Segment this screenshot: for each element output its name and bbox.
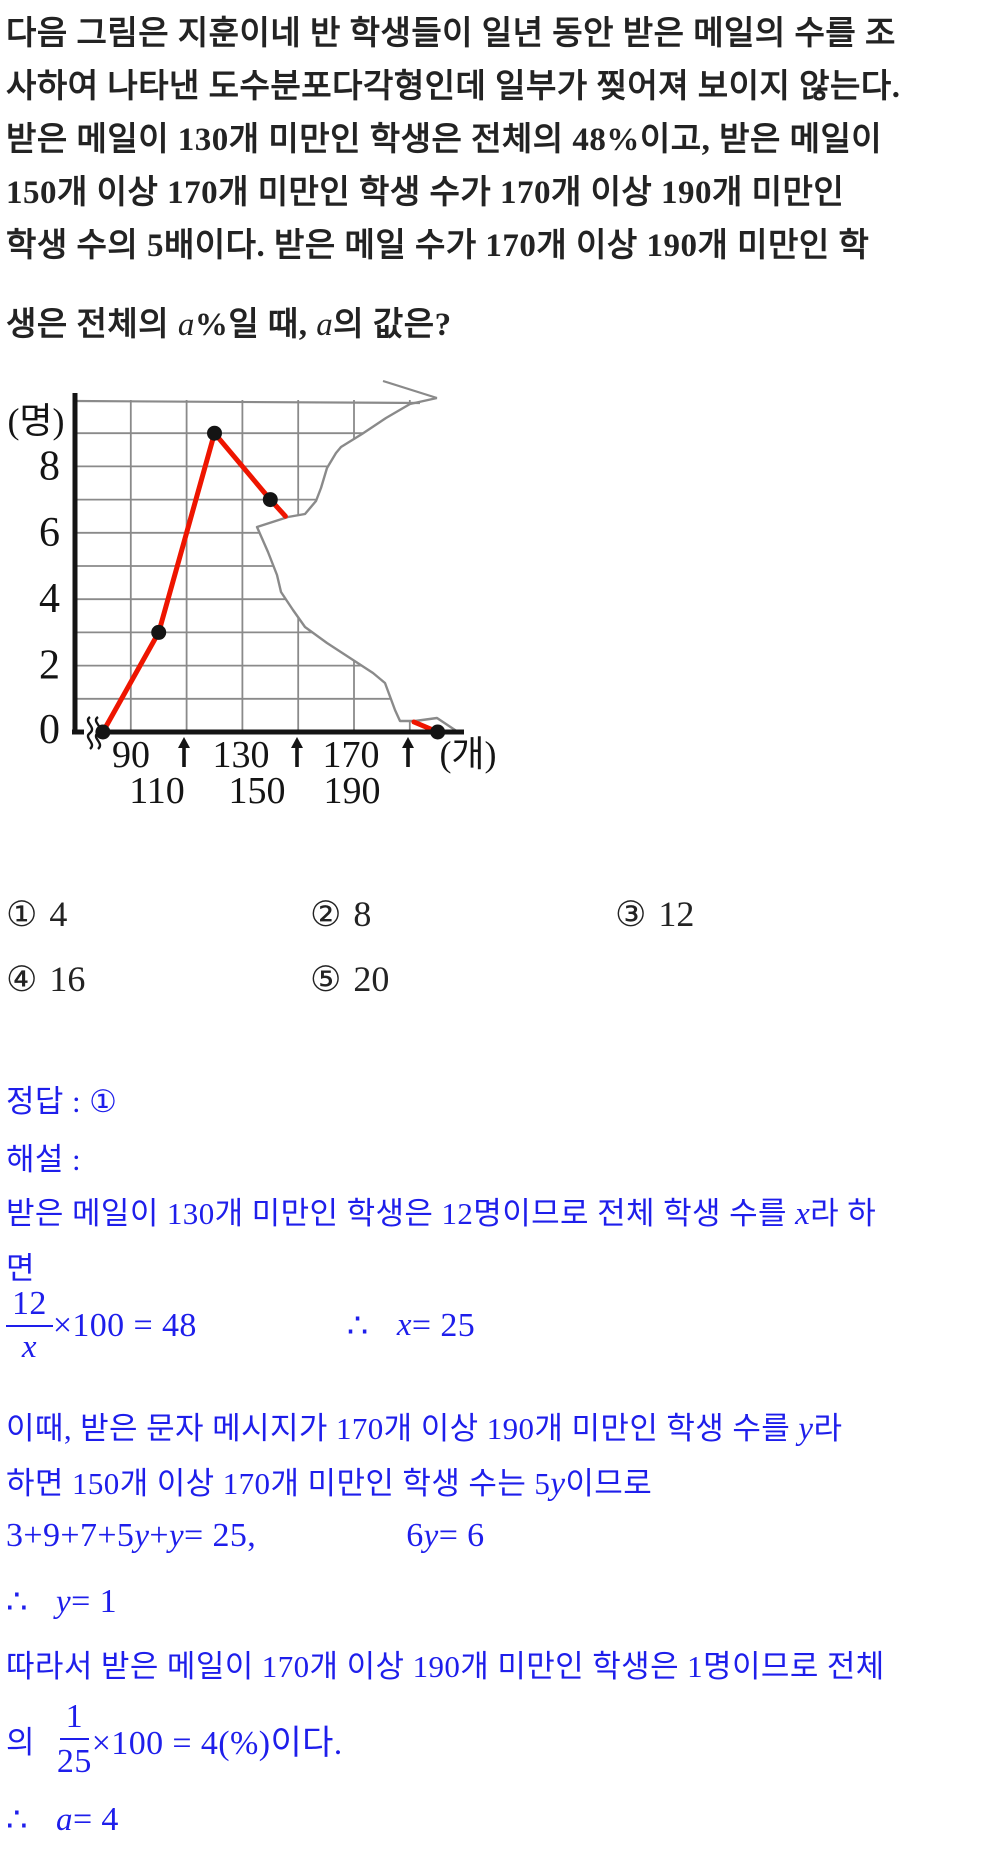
solution-text: 이므로 xyxy=(565,1466,653,1501)
problem-line-6-text: 생은 전체의 xyxy=(6,307,178,343)
chart-grid xyxy=(75,400,458,732)
variable-a: a xyxy=(316,307,334,343)
y-tick-0: 0 xyxy=(39,707,60,753)
x-tick-150: 150 xyxy=(229,770,286,812)
variable-y: y xyxy=(134,1517,150,1554)
choice-2-value: 8 xyxy=(353,894,372,934)
solution-text: 하면 150개 이상 170개 미만인 학생 수는 5 xyxy=(6,1466,551,1501)
problem-line-6: 생은 전체의 a%일 때, a의 값은? xyxy=(6,297,452,345)
fraction-denominator: x xyxy=(21,1329,37,1366)
choice-4-value: 16 xyxy=(49,959,86,999)
problem-line-6-text: %일 때, xyxy=(194,307,317,343)
y-tick-6: 6 xyxy=(39,510,60,556)
solution-text: 라 xyxy=(813,1411,843,1446)
variable-y: y xyxy=(56,1583,72,1620)
equation-text: = 25, xyxy=(184,1517,257,1554)
frequency-polygon-chart: (명) 0 2 4 6 8 90 130 170 (개) 110 150 190 xyxy=(7,379,497,812)
solution-text: 라 하 xyxy=(810,1196,877,1231)
chart-top-border xyxy=(74,399,421,405)
variable-x: x xyxy=(396,1307,412,1344)
solution-line-7: ∴ a = 4 xyxy=(6,1800,119,1840)
y-tick-4: 4 xyxy=(39,576,60,622)
equation-text: = 4 xyxy=(72,1801,119,1838)
fraction-numerator: 12 xyxy=(6,1284,53,1328)
x-tick-130: 130 xyxy=(213,734,270,776)
explain-label: 해설 : xyxy=(6,1142,82,1177)
problem-line-5: 학생 수의 5배이다. 받은 메일 수가 170개 이상 190개 미만인 학 xyxy=(6,228,870,264)
equation-3: 의 1 25 ×100 = 4(%)이다. xyxy=(6,1697,343,1781)
choice-1-circle: ① xyxy=(6,895,38,935)
y-tick-8: 8 xyxy=(39,443,60,489)
choice-3-circle: ③ xyxy=(615,895,647,935)
therefore-symbol: ∴ xyxy=(346,1307,369,1345)
therefore-symbol: ∴ xyxy=(6,1802,29,1839)
fraction-12-over-x: 12 x xyxy=(6,1284,53,1367)
variable-y: y xyxy=(798,1411,814,1447)
solution-line-1: 받은 메일이 130개 미만인 학생은 12명이므로 전체 학생 수를 x라 하 xyxy=(6,1188,876,1233)
x-axis-unit-label: (개) xyxy=(439,734,496,774)
problem-line-1: 다음 그림은 지훈이네 반 학생들이 일년 동안 받은 메일의 수를 조 xyxy=(6,16,896,52)
answer-line: 정답 : ① xyxy=(6,1084,118,1119)
torn-edge-sliver xyxy=(382,379,438,400)
fraction-numerator: 1 xyxy=(59,1697,90,1741)
choice-3: ③ 12 xyxy=(615,893,694,935)
variable-y: y xyxy=(550,1466,566,1502)
solution-text: 의 xyxy=(6,1724,35,1760)
choice-4-circle: ④ xyxy=(6,960,38,1000)
equation-text: ×100 = 48 xyxy=(52,1306,197,1344)
choice-5-value: 20 xyxy=(353,959,390,999)
data-point-dots xyxy=(95,425,446,740)
choice-3-value: 12 xyxy=(658,894,695,934)
choice-5: ⑤ 20 xyxy=(310,958,389,1000)
tick-arrow-110-icon xyxy=(178,737,190,767)
choice-4: ④ 16 xyxy=(6,958,85,1000)
choice-5-circle: ⑤ xyxy=(310,960,342,1000)
problem-line-2: 사하여 나타낸 도수분포다각형인데 일부가 찢어져 보이지 않는다. xyxy=(6,69,901,105)
tick-arrow-190-icon xyxy=(402,737,414,767)
variable-y: y xyxy=(168,1517,185,1554)
solution-text: 받은 메일이 130개 미만인 학생은 12명이므로 전체 학생 수를 xyxy=(6,1196,796,1231)
equation-1: 12 x ×100 = 48 ∴ x = 25 xyxy=(6,1284,475,1367)
solution-line-3: 이때, 받은 문자 메시지가 170개 이상 190개 미만인 학생 수를 y라 xyxy=(6,1403,842,1448)
solution-line-4: 하면 150개 이상 170개 미만인 학생 수는 5y이므로 xyxy=(6,1458,652,1503)
solution-line-2: 면 xyxy=(6,1251,35,1286)
equation-text: 3+9+7+5 xyxy=(6,1517,135,1554)
solution-text: 이때, 받은 문자 메시지가 170개 이상 190개 미만인 학생 수를 xyxy=(6,1411,799,1446)
x-tick-170: 170 xyxy=(323,734,380,776)
variable-a: a xyxy=(177,307,195,343)
equation-text: = 1 xyxy=(71,1583,117,1620)
fraction-denominator: 25 xyxy=(56,1743,92,1781)
x-tick-190: 190 xyxy=(324,770,381,812)
equation-text: = 6 xyxy=(438,1517,485,1554)
solution-line-6: 따라서 받은 메일이 170개 이상 190개 미만인 학생은 1명이므로 전체 xyxy=(6,1649,885,1684)
choice-2-circle: ② xyxy=(310,895,342,935)
problem-line-4: 150개 이상 170개 미만인 학생 수가 170개 이상 190개 미만인 xyxy=(6,175,845,211)
problem-line-3: 받은 메일이 130개 미만인 학생은 전체의 48%이고, 받은 메일이 xyxy=(6,122,883,158)
fraction-1-over-25: 1 25 xyxy=(57,1697,92,1781)
x-tick-90: 90 xyxy=(112,734,150,776)
variable-y: y xyxy=(423,1517,439,1554)
choice-1-value: 4 xyxy=(49,894,68,934)
tick-arrow-150-icon xyxy=(291,737,303,767)
torn-edge xyxy=(255,396,459,733)
x-tick-110: 110 xyxy=(129,770,185,812)
problem-line-6-text: 의 값은? xyxy=(333,307,452,343)
solution-line-5: ∴ y = 1 xyxy=(6,1582,117,1622)
variable-a: a xyxy=(56,1801,73,1838)
y-axis-unit-label: (명) xyxy=(7,401,64,441)
y-tick-2: 2 xyxy=(39,643,60,689)
equation-text: + xyxy=(149,1517,169,1554)
equation-text: = 25 xyxy=(411,1306,476,1344)
therefore-symbol: ∴ xyxy=(6,1584,29,1621)
variable-x: x xyxy=(795,1196,811,1232)
equation-text: ×100 = 4(%)이다. xyxy=(91,1724,343,1762)
equation-text: 6 xyxy=(406,1517,424,1554)
